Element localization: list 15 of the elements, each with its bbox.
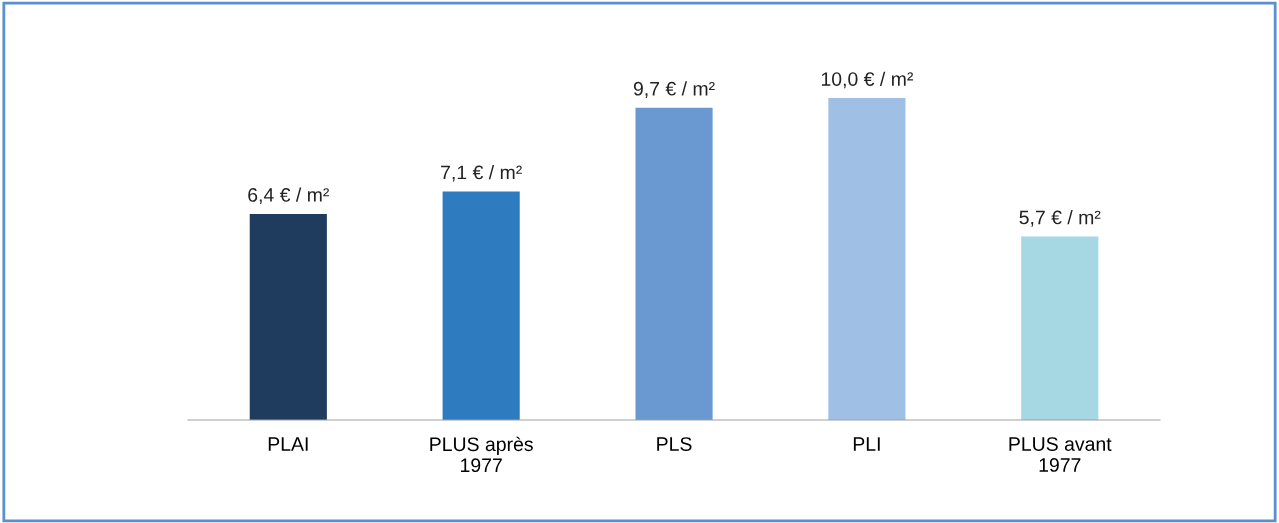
x-tick-label: PLS <box>657 437 692 451</box>
bar <box>249 213 327 420</box>
data-label: 7,1 € / m² <box>441 165 522 182</box>
x-tick-label: PLUS avant 1977 <box>1009 437 1112 472</box>
x-tick-label: PLI <box>853 437 880 451</box>
bar <box>828 98 906 420</box>
x-tick-label: PLUS après 1977 <box>430 436 533 473</box>
data-label: 5,7 € / m² <box>1019 210 1101 227</box>
bar <box>635 107 713 420</box>
x-tick-label: PLAI <box>268 437 308 451</box>
bar <box>1021 236 1099 420</box>
data-label: 6,4 € / m² <box>248 187 329 205</box>
bar <box>442 191 520 420</box>
data-label: 10,0 € / m² <box>821 71 913 89</box>
data-label: 9,7 € / m² <box>633 81 715 98</box>
